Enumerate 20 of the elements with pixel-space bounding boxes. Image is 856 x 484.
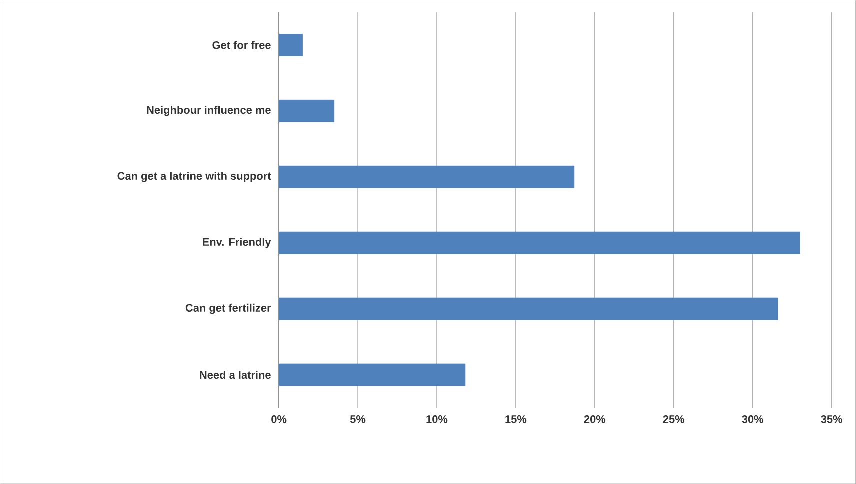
bar (279, 364, 466, 386)
x-tick-label: 35% (821, 415, 842, 424)
x-tick-label: 25% (663, 415, 685, 424)
y-tick-label: Need a latrine (200, 370, 271, 379)
y-tick-label: Env. Friendly (203, 238, 272, 248)
bar (279, 100, 335, 122)
x-tick-label: 0% (272, 415, 287, 424)
y-tick-label: Neighbour influence me (147, 106, 271, 116)
y-tick-label: Get for free (212, 41, 271, 50)
x-tick-label: 15% (506, 415, 527, 424)
x-tick-label: 5% (350, 415, 366, 424)
x-tick-label: 10% (426, 415, 448, 424)
y-tick-label: Can get a latrine with support (118, 172, 272, 182)
x-tick-label: 30% (742, 415, 764, 424)
x-tick-label: 20% (584, 415, 606, 424)
bar (279, 232, 800, 254)
bar (279, 298, 778, 320)
bar (279, 166, 575, 188)
y-tick-label: Can get fertilizer (186, 304, 272, 314)
bar (279, 34, 303, 56)
